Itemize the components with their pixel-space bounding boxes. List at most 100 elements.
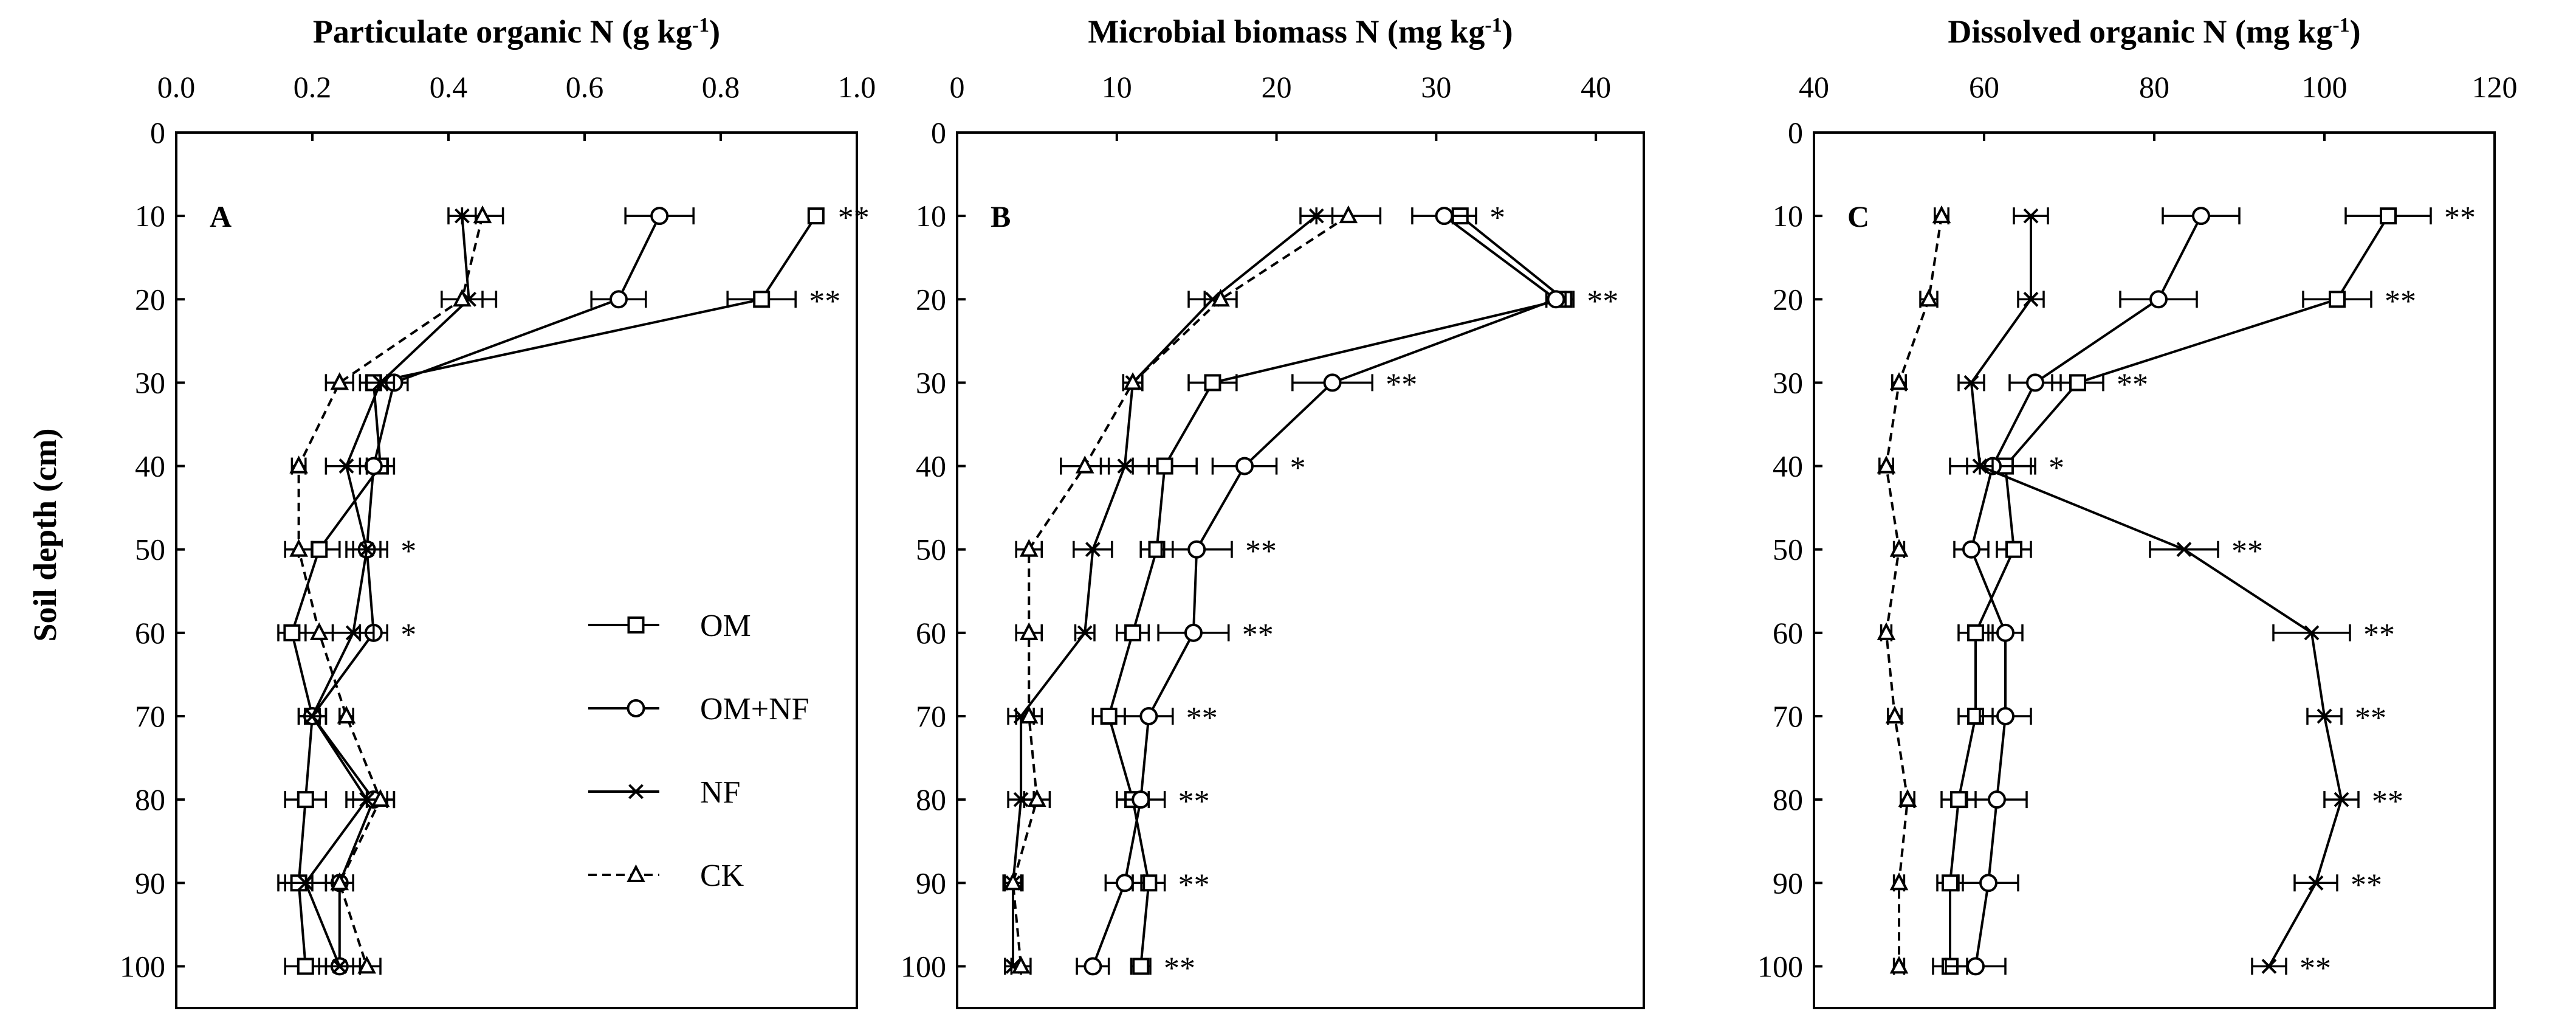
- data-point: [1084, 957, 1102, 976]
- y-tick-label: 80: [1773, 782, 1803, 817]
- x-tick-label: 1.0: [838, 70, 876, 104]
- data-point: [359, 542, 375, 558]
- title-end: ): [709, 13, 720, 50]
- data-point: [1075, 455, 1094, 474]
- significance-mark: **: [1245, 534, 1277, 569]
- x-tick-label: 60: [1969, 70, 1999, 104]
- panel-title: Microbial biomass N (mg kg-1): [1088, 13, 1513, 50]
- series-line: [1970, 215, 2202, 967]
- significance-mark: **: [1386, 367, 1417, 402]
- data-point: [2261, 959, 2277, 974]
- data-point: [2149, 290, 2168, 309]
- data-point: [1877, 455, 1896, 474]
- data-point: [2192, 207, 2210, 226]
- data-point: [338, 458, 354, 474]
- data-point: [1011, 956, 1031, 974]
- significance-mark: *: [2049, 451, 2064, 486]
- data-point: [1187, 540, 1206, 559]
- data-point: [1132, 790, 1150, 809]
- y-tick-label: 90: [1773, 866, 1803, 900]
- data-point: [807, 207, 825, 225]
- panel-title: Particulate organic N (g kg-1): [313, 13, 720, 50]
- data-point: [1885, 705, 1905, 723]
- legend-label: CK: [700, 858, 744, 893]
- x-tick-label: 10: [1102, 70, 1132, 104]
- title-main: Particulate organic N (g kg: [313, 13, 692, 50]
- data-point: [1124, 624, 1142, 641]
- data-point: [1339, 205, 1358, 224]
- data-point: [2005, 540, 2022, 558]
- y-tick-label: 50: [135, 533, 165, 567]
- data-point: [1898, 789, 1917, 807]
- series-omnf: [1076, 207, 1567, 976]
- title-main: Dissolved organic N (mg kg: [1948, 13, 2332, 50]
- y-tick-label: 10: [135, 199, 165, 233]
- significance-mark: **: [2444, 201, 2476, 235]
- significance-mark: **: [809, 284, 840, 319]
- data-point: [2317, 708, 2332, 724]
- data-point: [1100, 708, 1118, 725]
- y-tick-label: 70: [135, 699, 165, 733]
- data-point: [1085, 542, 1101, 558]
- legend-item-nf: NF: [588, 775, 740, 810]
- x-tick-label: 0.8: [702, 70, 740, 104]
- panel-c: Dissolved organic N (mg kg-1) 40 60 80 100 12…: [1757, 13, 2518, 1009]
- x-tick-label: 120: [2472, 70, 2518, 104]
- y-tick-label: 20: [135, 282, 165, 316]
- y-tick-label: 50: [916, 533, 946, 567]
- series-line: [290, 215, 817, 967]
- data-point: [1184, 623, 1203, 642]
- data-point: [1156, 457, 1173, 475]
- data-point: [1211, 288, 1230, 307]
- data-point: [1988, 790, 2006, 809]
- x-tick-label: 100: [2302, 70, 2348, 104]
- data-point: [297, 958, 314, 975]
- data-point: [1235, 457, 1254, 475]
- series-line: [1970, 216, 2343, 967]
- y-tick-label: 40: [135, 449, 165, 483]
- data-point: [2176, 542, 2192, 558]
- x-tick-label: 0.2: [294, 70, 332, 104]
- data-point: [1013, 792, 1029, 807]
- series-ck: [284, 205, 504, 975]
- data-point: [309, 622, 329, 640]
- legend-label: OM+NF: [700, 692, 809, 727]
- data-point: [1132, 958, 1150, 975]
- panel-b: Microbial biomass N (mg kg-1) 0 10 20 30 40 0 1…: [901, 13, 1645, 1009]
- data-point: [1979, 874, 1997, 893]
- y-tick-label: 90: [916, 866, 946, 900]
- significance-mark: **: [2385, 284, 2416, 319]
- data-point: [2023, 208, 2039, 224]
- data-point: [610, 290, 628, 309]
- series-line: [1011, 215, 1317, 967]
- data-point: [1942, 874, 1959, 892]
- legend-marker: [627, 616, 645, 634]
- x-tick-label: 80: [2139, 70, 2169, 104]
- data-point: [1003, 872, 1023, 891]
- x-tick-label: 40: [1799, 70, 1829, 104]
- panel-title: Dissolved organic N (mg kg-1): [1948, 13, 2360, 50]
- y-tick-label: 60: [135, 616, 165, 650]
- data-point: [283, 624, 301, 641]
- y-tick-label: 100: [901, 949, 946, 983]
- y-tick-label: 80: [135, 782, 165, 817]
- title-superscript: -1: [1485, 14, 1502, 36]
- data-point: [1204, 374, 1221, 392]
- legend: OM OM+NF NF CK: [588, 609, 809, 893]
- significance-mark: **: [2231, 534, 2263, 569]
- series-om: [1932, 207, 2432, 975]
- y-tick-label: 10: [916, 199, 946, 233]
- data-point: [1019, 539, 1039, 557]
- y-axis-label: Soil depth (cm): [27, 429, 63, 642]
- y-tick-label: 20: [916, 282, 946, 316]
- legend-marker: [627, 864, 645, 882]
- significance-mark: **: [2117, 367, 2148, 402]
- data-point: [371, 789, 390, 807]
- legend-marker: [627, 699, 645, 717]
- title-superscript: -1: [692, 14, 709, 36]
- y-tick-label: 80: [916, 782, 946, 817]
- significance-mark: *: [1489, 201, 1505, 235]
- data-point: [2334, 792, 2349, 807]
- data-point: [330, 372, 349, 390]
- x-tick-label: 0: [950, 70, 965, 104]
